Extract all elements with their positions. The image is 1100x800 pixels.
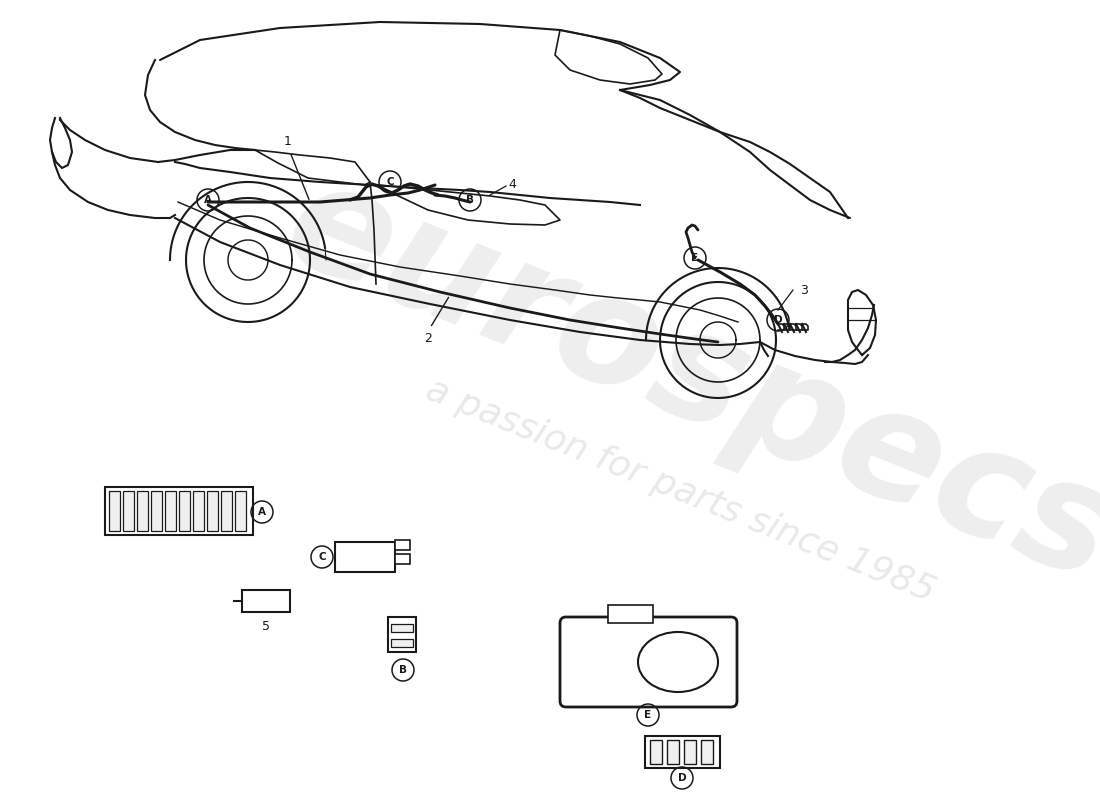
- Bar: [104, 487, 253, 535]
- Bar: [123, 491, 134, 531]
- Text: 3: 3: [800, 283, 807, 297]
- FancyBboxPatch shape: [560, 617, 737, 707]
- Bar: [645, 736, 720, 768]
- Bar: [667, 740, 679, 764]
- Text: C: C: [386, 177, 394, 187]
- Bar: [207, 491, 218, 531]
- Bar: [684, 740, 696, 764]
- Text: D: D: [678, 773, 686, 783]
- Bar: [701, 740, 713, 764]
- Bar: [242, 590, 290, 612]
- Bar: [336, 542, 395, 572]
- Bar: [650, 740, 662, 764]
- Bar: [192, 491, 204, 531]
- Text: a passion for parts since 1985: a passion for parts since 1985: [420, 372, 939, 608]
- Bar: [395, 554, 410, 564]
- Text: 5: 5: [262, 620, 270, 633]
- Bar: [608, 605, 653, 623]
- Bar: [221, 491, 232, 531]
- Text: B: B: [466, 195, 474, 205]
- Bar: [390, 639, 412, 647]
- Text: E: E: [692, 253, 698, 263]
- Bar: [138, 491, 148, 531]
- Text: 4: 4: [508, 178, 516, 191]
- Bar: [165, 491, 176, 531]
- Text: 2: 2: [425, 332, 432, 345]
- Bar: [388, 617, 416, 652]
- Bar: [235, 491, 246, 531]
- Text: A: A: [204, 195, 212, 205]
- Ellipse shape: [638, 632, 718, 692]
- Bar: [151, 491, 162, 531]
- Text: B: B: [399, 665, 407, 675]
- Bar: [395, 540, 410, 550]
- Bar: [109, 491, 120, 531]
- Bar: [179, 491, 190, 531]
- Text: eurospecs: eurospecs: [265, 146, 1100, 614]
- Text: 1: 1: [284, 135, 292, 148]
- Text: A: A: [258, 507, 266, 517]
- Text: E: E: [645, 710, 651, 720]
- Text: D: D: [773, 315, 782, 325]
- Bar: [390, 624, 412, 632]
- Text: C: C: [318, 552, 326, 562]
